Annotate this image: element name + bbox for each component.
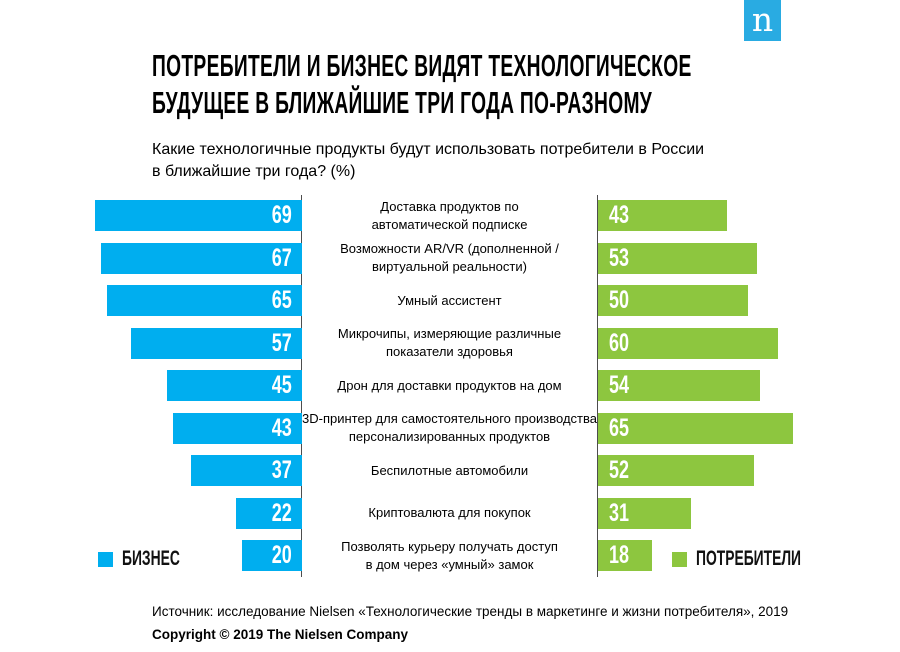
category-cell: Позволять курьеру получать доступ в дом … — [302, 538, 597, 572]
consumer-bar: 50 — [598, 285, 748, 316]
consumer-bar: 60 — [598, 327, 778, 359]
category-label: Микрочипы, измеряющие различные показате… — [337, 326, 562, 359]
consumer-bar: 54 — [598, 370, 760, 401]
category-label: Возможности AR/VR (дополненной / виртуал… — [340, 241, 559, 274]
consumer-bar: 65 — [598, 412, 793, 444]
business-bar-cell: 69 — [0, 200, 302, 231]
business-bar: 57 — [131, 327, 302, 359]
business-bar-cell: 20 — [0, 540, 302, 571]
category-label: Умный ассистент — [397, 292, 502, 308]
business-bar-cell: 45 — [0, 370, 302, 401]
business-value: 69 — [271, 201, 292, 229]
category-cell: Доставка продуктов по автоматической под… — [302, 198, 597, 232]
business-value: 65 — [271, 286, 292, 314]
consumer-bar-cell: 53 — [597, 242, 900, 274]
business-bar: 43 — [173, 412, 302, 444]
consumer-value: 54 — [609, 371, 630, 399]
chart-row: 57 Микрочипы, измеряющие различные показ… — [0, 326, 900, 359]
consumer-value: 65 — [609, 413, 630, 442]
footer: Источник: исследование Nielsen «Технолог… — [152, 602, 788, 644]
business-bar-cell: 43 — [0, 412, 302, 444]
consumer-bar: 18 — [598, 540, 652, 571]
business-swatch-icon — [98, 551, 113, 567]
consumer-value: 52 — [609, 456, 630, 484]
chart-rows: 69 Доставка продуктов по автоматической … — [0, 198, 900, 572]
category-cell: Криптовалюта для покупок — [302, 498, 597, 529]
business-value: 37 — [271, 456, 292, 484]
chart-row: 45 Дрон для доставки продуктов на дом 54 — [0, 370, 900, 401]
consumer-bar-cell: 43 — [597, 200, 900, 231]
consumer-bar: 31 — [598, 497, 691, 529]
consumer-bar-cell: 54 — [597, 370, 900, 401]
consumer-bar: 53 — [598, 242, 757, 274]
consumer-value: 43 — [609, 201, 630, 229]
chart-row: 37 Беспилотные автомобили 52 — [0, 455, 900, 486]
category-cell: 3D-принтер для самостоятельного производ… — [302, 411, 597, 444]
category-label: 3D-принтер для самостоятельного производ… — [302, 411, 597, 444]
category-cell: Дрон для доставки продуктов на дом — [302, 370, 597, 401]
business-bar: 37 — [191, 455, 302, 486]
consumer-bar-cell: 60 — [597, 327, 900, 359]
business-bar-cell: 22 — [0, 497, 302, 529]
nielsen-logo: n — [744, 0, 781, 41]
business-bar-cell: 57 — [0, 327, 302, 359]
legend-consumers: ПОТРЕБИТЕЛИ — [672, 547, 855, 571]
legend-consumers-label: ПОТРЕБИТЕЛИ — [696, 547, 802, 570]
business-value: 45 — [271, 371, 292, 399]
page-title: ПОТРЕБИТЕЛИ И БИЗНЕС ВИДЯТ ТЕХНОЛОГИЧЕСК… — [152, 48, 692, 121]
chart-row: 65 Умный ассистент 50 — [0, 285, 900, 316]
category-cell: Микрочипы, измеряющие различные показате… — [302, 326, 597, 359]
consumer-value: 50 — [609, 286, 630, 314]
consumer-baseline — [597, 195, 598, 577]
business-bar-cell: 65 — [0, 285, 302, 316]
source-note: Источник: исследование Nielsen «Технолог… — [152, 604, 789, 619]
category-cell: Умный ассистент — [302, 285, 597, 316]
category-label: Позволять курьеру получать доступ в дом … — [341, 538, 558, 572]
business-bar: 65 — [107, 285, 302, 316]
consumer-bar-cell: 50 — [597, 285, 900, 316]
consumer-value: 31 — [609, 498, 630, 527]
consumer-bar: 43 — [598, 200, 727, 231]
copyright-note: Copyright © 2019 The Nielsen Company — [152, 626, 409, 642]
consumer-value: 53 — [609, 243, 630, 272]
business-bar: 45 — [167, 370, 302, 401]
business-bar-cell: 37 — [0, 455, 302, 486]
business-bar: 69 — [95, 200, 302, 231]
business-bar: 67 — [101, 242, 302, 274]
business-bar-cell: 67 — [0, 242, 302, 274]
legend-business: БИЗНЕС — [98, 547, 210, 571]
business-bar: 22 — [236, 497, 302, 529]
consumer-bar-cell: 52 — [597, 455, 900, 486]
category-label: Доставка продуктов по автоматической под… — [371, 198, 528, 232]
category-label: Беспилотные автомобили — [370, 462, 529, 478]
nielsen-logo-letter: n — [751, 0, 774, 39]
chart-row: 22 Криптовалюта для покупок 31 — [0, 497, 900, 529]
business-value: 43 — [271, 413, 292, 442]
consumer-bar: 52 — [598, 455, 754, 486]
business-bar: 20 — [242, 540, 302, 571]
consumers-swatch-icon — [672, 551, 687, 567]
chart-row: 67 Возможности AR/VR (дополненной / вирт… — [0, 241, 900, 274]
chart-row: 69 Доставка продуктов по автоматической … — [0, 198, 900, 232]
consumer-value: 18 — [609, 541, 630, 569]
chart-row: 20 Позволять курьеру получать доступ в д… — [0, 538, 900, 572]
chart-row: 43 3D-принтер для самостоятельного произ… — [0, 411, 900, 444]
category-label: Криптовалюта для покупок — [368, 505, 531, 521]
business-value: 22 — [271, 498, 292, 527]
business-value: 57 — [271, 328, 292, 357]
legend-business-label: БИЗНЕС — [122, 547, 180, 570]
consumer-bar-cell: 65 — [597, 412, 900, 444]
business-value: 67 — [271, 243, 292, 272]
category-cell: Беспилотные автомобили — [302, 455, 597, 486]
consumer-bar-cell: 18 — [597, 540, 900, 571]
diverging-bar-chart: 69 Доставка продуктов по автоматической … — [0, 195, 900, 577]
chart-subtitle: Какие технологичные продукты будут испол… — [152, 141, 705, 181]
category-cell: Возможности AR/VR (дополненной / виртуал… — [302, 241, 597, 274]
consumer-bar-cell: 31 — [597, 497, 900, 529]
consumer-value: 60 — [609, 328, 630, 357]
business-value: 20 — [271, 541, 292, 569]
category-label: Дрон для доставки продуктов на дом — [337, 377, 562, 393]
